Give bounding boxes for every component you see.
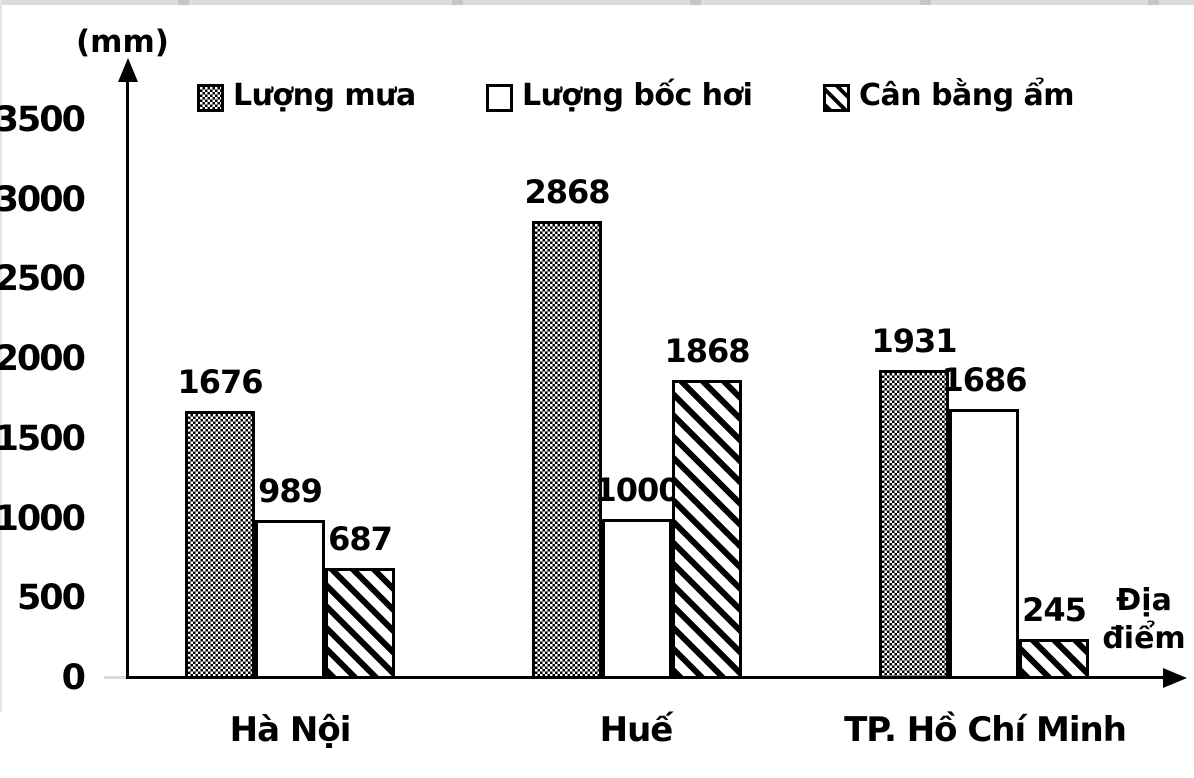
bar-2-2 [1019, 638, 1089, 679]
y-axis-tick-label: 1500 [0, 418, 86, 459]
bar-value-label: 687 [328, 520, 393, 559]
bar-value-label: 989 [258, 472, 323, 511]
bar-1-1 [602, 518, 672, 679]
bar-2-0 [325, 568, 395, 679]
bar-0-2 [879, 370, 949, 679]
y-axis-tick-label: 1000 [0, 498, 86, 539]
x-axis-arrow-icon [1163, 668, 1187, 688]
x-axis-title: Địa điểm [1094, 582, 1194, 658]
y-axis-tick-label: 500 [16, 578, 86, 619]
x-axis-title-line1: Địa [1116, 583, 1172, 618]
y-axis-arrow-icon [118, 58, 138, 82]
top-edge-strip-tick [920, 0, 931, 5]
top-edge-strip-tick [1148, 0, 1159, 5]
y-axis-tick-label: 0 [61, 658, 86, 698]
category-label: Hà Nội [229, 710, 352, 750]
bar-value-label: 1000 [594, 470, 680, 509]
bar-value-label: 1931 [871, 322, 957, 361]
left-edge-line [0, 0, 2, 712]
bar-0-0 [185, 410, 255, 679]
legend-swatch-icon [197, 84, 224, 112]
y-axis-tick-label: 2500 [0, 259, 86, 300]
top-edge-strip-tick [452, 0, 463, 5]
y-axis-line [126, 70, 129, 679]
legend-swatch-icon [486, 84, 513, 112]
top-edge-strip-tick [178, 0, 189, 5]
bar-0-1 [532, 220, 602, 679]
legend-swatch-icon [823, 84, 850, 112]
y-axis-unit-label: (mm) [76, 24, 169, 60]
bar-value-label: 2868 [524, 172, 610, 211]
legend-item-label: Cân bằng ẩm [859, 78, 1075, 113]
y-axis-zero-tick [104, 676, 126, 679]
bar-2-1 [672, 380, 742, 679]
y-axis-tick-label: 3000 [0, 179, 86, 220]
bar-1-0 [255, 520, 325, 679]
bar-value-label: 1686 [941, 361, 1027, 400]
category-label: TP. Hồ Chí Minh [844, 710, 1127, 750]
bar-value-label: 1868 [664, 332, 750, 371]
category-label: Huế [599, 710, 674, 750]
bar-value-label: 1676 [177, 362, 263, 401]
top-edge-strip-tick [690, 0, 701, 5]
top-edge-strip [0, 0, 1194, 5]
y-axis-tick-label: 2000 [0, 339, 86, 380]
y-axis-tick-label: 3500 [0, 100, 86, 140]
legend-item-label: Lượng mưa [233, 78, 416, 113]
x-axis-title-line2: điểm [1102, 621, 1186, 656]
bar-1-2 [949, 409, 1019, 679]
bar-value-label: 245 [1022, 590, 1087, 629]
legend-item-label: Lượng bốc hơi [522, 78, 753, 113]
